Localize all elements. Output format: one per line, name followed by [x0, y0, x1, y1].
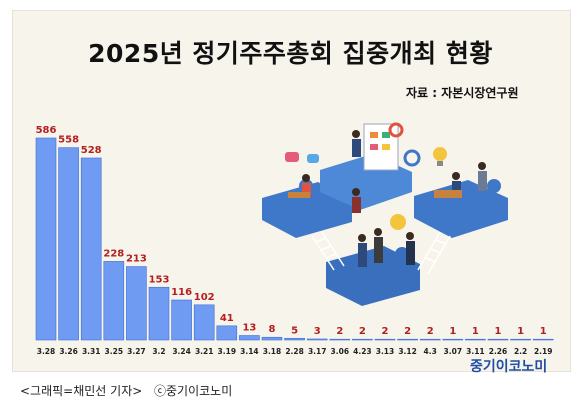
bar-3.13 [374, 338, 396, 341]
data-label-3.11: 1 [472, 326, 479, 337]
x-tick-label-3.11: 3.11 [466, 347, 485, 356]
x-tick-label-3.12: 3.12 [398, 347, 417, 356]
puzzle-piece-bottom [326, 246, 420, 306]
bar-3.18 [261, 336, 283, 341]
bar-3.11 [465, 338, 486, 341]
data-label-3.2: 153 [149, 274, 170, 285]
data-label-2.28: 5 [291, 325, 298, 336]
x-tick-label-3.27: 3.27 [127, 347, 146, 356]
data-label-3.14: 13 [242, 323, 256, 334]
data-label-3.31: 528 [81, 145, 102, 156]
bar-3.12 [397, 338, 418, 341]
x-tick-label-3.06: 3.06 [331, 347, 350, 356]
bar-3.24 [171, 299, 192, 341]
x-tick-label-3.07: 3.07 [444, 347, 463, 356]
chart-title: 2025년 정기주주총회 집중개최 현황 [88, 39, 493, 68]
bar-3.27 [126, 266, 147, 341]
person-figures [302, 130, 487, 267]
data-label-3.28: 586 [36, 125, 57, 136]
data-label-2.26: 1 [495, 326, 502, 337]
desk-icon [288, 190, 462, 198]
bar-3.26 [58, 147, 79, 341]
data-label-2.19: 1 [540, 326, 547, 337]
data-label-2.2: 1 [517, 326, 524, 337]
source-note: 자료 : 자본시장연구원 [406, 86, 519, 100]
x-tick-label-3.14: 3.14 [240, 347, 259, 356]
x-tick-label-4.3: 4.3 [424, 347, 437, 356]
bar-3.28 [35, 137, 57, 341]
x-tick-label-2.2: 2.2 [514, 347, 527, 356]
data-label-3.24: 116 [171, 287, 192, 298]
bar-3.17 [306, 338, 328, 341]
x-tick-label-2.19: 2.19 [534, 347, 553, 356]
data-label-3.07: 1 [449, 326, 456, 337]
x-tick-label-4.23: 4.23 [353, 347, 372, 356]
bar-3.19 [216, 325, 238, 341]
bar-3.21 [193, 304, 215, 341]
x-tick-label-3.28: 3.28 [37, 347, 56, 356]
ladder-left [311, 231, 345, 271]
x-tick-label-3.19: 3.19 [218, 347, 237, 356]
data-label-4.3: 2 [427, 326, 434, 337]
x-tick-label-3.21: 3.21 [195, 347, 214, 356]
copyright-notice: ⓒ중기이코노미 [154, 384, 233, 398]
bar-4.3 [419, 338, 441, 341]
graphic-credit: <그래픽=채민선 기자> [20, 384, 143, 398]
bar-3.07 [442, 338, 464, 341]
data-label-3.12: 2 [404, 326, 411, 337]
x-tick-label-3.13: 3.13 [376, 347, 395, 356]
bar-3.25 [103, 261, 125, 341]
bar-3.06 [329, 338, 351, 341]
whiteboard-icon [363, 123, 399, 171]
speech-bubble-icon [285, 152, 406, 230]
x-tick-label-2.28: 2.28 [285, 347, 304, 356]
x-tick-label-3.26: 3.26 [59, 347, 78, 356]
x-tick-label-3.2: 3.2 [152, 347, 165, 356]
x-tick-label-3.18: 3.18 [263, 347, 282, 356]
bar-2.28 [284, 337, 305, 341]
bar-2.26 [487, 338, 509, 341]
bar-3.31 [80, 157, 102, 341]
data-label-4.23: 2 [359, 326, 366, 337]
x-tick-label-3.25: 3.25 [105, 347, 124, 356]
data-label-3.06: 2 [336, 326, 343, 337]
x-tick-label-3.31: 3.31 [82, 347, 101, 356]
ladder-right [417, 231, 451, 275]
data-label-3.25: 228 [103, 248, 124, 259]
data-label-3.17: 3 [314, 326, 321, 337]
x-tick-label-2.26: 2.26 [489, 347, 508, 356]
bar-2.2 [510, 338, 531, 341]
lightbulb-icon [433, 147, 447, 166]
data-label-3.19: 41 [220, 313, 234, 324]
bar-4.23 [352, 338, 373, 341]
gear-icon [388, 122, 421, 167]
data-label-3.26: 558 [58, 135, 79, 146]
x-tick-label-3.17: 3.17 [308, 347, 327, 356]
data-label-3.13: 2 [382, 326, 389, 337]
brand-logo: 중기이코노미 [470, 359, 548, 375]
bar-3.14 [239, 335, 260, 341]
bar-3.2 [148, 286, 170, 341]
data-label-3.18: 8 [269, 324, 276, 335]
data-label-3.21: 102 [194, 292, 215, 303]
bar-2.19 [532, 338, 554, 341]
data-label-3.27: 213 [126, 254, 147, 265]
x-tick-label-3.24: 3.24 [172, 347, 191, 356]
